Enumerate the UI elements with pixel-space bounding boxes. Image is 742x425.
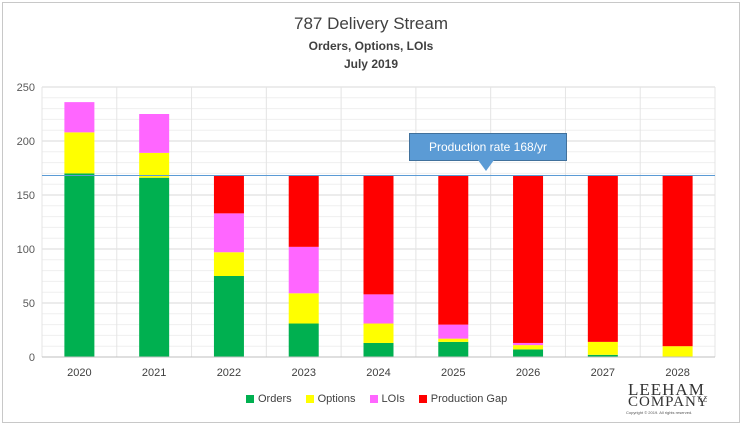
bar-production-gap — [513, 175, 544, 343]
bar-lois — [139, 114, 170, 153]
bar-production-gap — [363, 175, 394, 295]
legend-swatch — [246, 395, 254, 403]
bar-options — [363, 323, 394, 343]
bar-production-gap — [213, 175, 244, 214]
y-tick-label: 0 — [29, 352, 35, 364]
legend-label: Orders — [258, 393, 292, 405]
x-tick-label: 2024 — [366, 367, 390, 379]
legend-item: LOIs — [369, 393, 405, 405]
legend-item: Orders — [246, 393, 292, 405]
chart-title: 787 Delivery Stream — [293, 14, 448, 33]
x-tick-label: 2025 — [441, 367, 465, 379]
callout-pointer — [478, 160, 494, 171]
bar-orders — [587, 354, 618, 357]
legend-item: Production Gap — [418, 393, 508, 405]
legend-label: LOIs — [381, 393, 405, 405]
chart-subtitle-1: Orders, Options, LOIs — [308, 39, 434, 53]
bar-lois — [363, 294, 394, 324]
x-tick-label: 2023 — [291, 367, 315, 379]
legend-label: Options — [317, 393, 356, 405]
bar-options — [139, 152, 170, 178]
bar-lois — [213, 213, 244, 253]
chart-subtitle-2: July 2019 — [343, 57, 399, 71]
bar-options — [513, 345, 544, 350]
y-tick-label: 200 — [17, 136, 35, 148]
y-tick-label: 250 — [17, 82, 35, 94]
bar-production-gap — [662, 175, 693, 347]
bar-options — [587, 341, 618, 355]
bar-options — [438, 338, 469, 342]
x-tick-label: 2021 — [142, 367, 166, 379]
bar-orders — [363, 342, 394, 357]
x-tick-label: 2026 — [516, 367, 540, 379]
legend-swatch — [305, 395, 314, 403]
bar-options — [213, 252, 244, 276]
bar-orders — [288, 323, 319, 357]
logo-copyright: Copyright © 2019. All rights reserved. — [626, 410, 693, 415]
x-tick-label: 2022 — [217, 367, 241, 379]
y-tick-label: 100 — [17, 244, 35, 256]
bar-lois — [438, 324, 469, 339]
production-rate-callout: Production rate 168/yr — [409, 133, 567, 161]
y-tick-label: 50 — [23, 298, 35, 310]
bar-production-gap — [438, 175, 469, 325]
legend-label: Production Gap — [430, 393, 508, 405]
bar-orders — [213, 276, 244, 357]
leeham-logo: LEEHAM COMPANY LLC Copyright © 2019. All… — [622, 380, 708, 416]
bar-orders — [64, 173, 95, 357]
y-tick-label: 150 — [17, 190, 35, 202]
logo-llc: LLC — [698, 398, 708, 404]
bar-orders — [513, 349, 544, 357]
x-tick-label: 2028 — [665, 367, 689, 379]
logo-text-line2: COMPANY — [628, 394, 709, 410]
chart-legend: Orders Options LOIs Production Gap — [246, 393, 507, 405]
bar-lois — [513, 342, 544, 346]
bar-orders — [139, 177, 170, 357]
x-tick-label: 2020 — [67, 367, 91, 379]
bar-production-gap — [288, 175, 319, 247]
legend-swatch — [418, 395, 427, 403]
legend-swatch — [369, 395, 378, 403]
bar-production-gap — [587, 175, 618, 342]
bar-orders — [438, 341, 469, 357]
bar-options — [662, 346, 693, 357]
x-tick-label: 2027 — [591, 367, 615, 379]
bar-lois — [64, 102, 95, 133]
logo-text-line1: LEEHAM — [628, 380, 705, 399]
bar-options — [288, 293, 319, 324]
bar-lois — [288, 246, 319, 294]
legend-item: Options — [305, 393, 356, 405]
bar-options — [64, 132, 95, 174]
